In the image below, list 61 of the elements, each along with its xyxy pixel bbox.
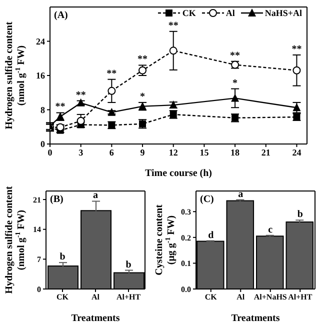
point bbox=[108, 86, 116, 95]
legend-label: Al bbox=[226, 8, 235, 18]
x-tick-label: Al bbox=[236, 292, 246, 302]
y-tick-label: 7 bbox=[37, 255, 41, 264]
y-tick-label: 0 bbox=[40, 139, 46, 150]
x-tick-label: CK bbox=[204, 292, 218, 302]
y-tick-label: 0.1 bbox=[181, 259, 191, 268]
y-tick-label: 14 bbox=[33, 225, 41, 234]
point bbox=[292, 66, 301, 74]
y-tick-label: 0 bbox=[37, 284, 41, 294]
y-tick-label: 0.0 bbox=[181, 284, 191, 294]
annotation: d bbox=[208, 230, 214, 241]
annotation: c bbox=[268, 224, 274, 236]
x-tick-label: Al bbox=[92, 292, 100, 302]
chart-title: (B) bbox=[50, 194, 64, 205]
x-tick-label: 12 bbox=[168, 147, 178, 158]
x-tick-label: 0 bbox=[48, 147, 53, 158]
y-tick-label: 8 bbox=[40, 104, 46, 115]
point bbox=[76, 98, 85, 106]
point bbox=[292, 103, 301, 112]
x-axis-title: Time course (h) bbox=[144, 168, 212, 179]
annotation: ** bbox=[106, 68, 117, 80]
x-tick-label: 6 bbox=[109, 147, 114, 158]
x-tick-label: 3 bbox=[78, 147, 84, 158]
annotation: b bbox=[126, 259, 132, 270]
x-tick-label: 15 bbox=[200, 147, 210, 158]
y-tick-label: 21 bbox=[33, 195, 41, 204]
x-axis-title: Treatments bbox=[231, 313, 280, 324]
legend-label: NaHS+Al bbox=[264, 8, 302, 18]
legend-label: CK bbox=[182, 8, 196, 18]
annotation: * bbox=[140, 91, 146, 102]
x-tick-label: CK bbox=[56, 292, 70, 302]
y-tick-label: 24 bbox=[36, 36, 46, 46]
x-tick-label: Al+HT bbox=[288, 292, 313, 302]
annotation: * bbox=[232, 78, 238, 89]
x-axis-title: Treatments bbox=[71, 313, 120, 324]
annotation: ** bbox=[138, 54, 148, 66]
chart-title: (C) bbox=[200, 194, 214, 205]
point bbox=[108, 108, 116, 116]
y-tick-label: 0.3 bbox=[181, 207, 191, 216]
x-tick-label: Al+HT bbox=[116, 292, 142, 302]
annotation: ** bbox=[55, 102, 66, 113]
x-tick-label: 24 bbox=[292, 147, 302, 158]
annotation: ** bbox=[230, 50, 240, 62]
y-tick-label: 0.2 bbox=[181, 233, 191, 242]
point bbox=[169, 46, 178, 55]
annotation: ** bbox=[292, 44, 302, 55]
annotation: a bbox=[93, 190, 98, 202]
x-tick-label: 9 bbox=[140, 147, 146, 158]
annotation: a bbox=[238, 188, 244, 200]
chart-title: (A) bbox=[54, 10, 68, 21]
point bbox=[76, 116, 85, 125]
point bbox=[231, 94, 240, 102]
annotation: b bbox=[297, 209, 304, 220]
x-tick-label: 21 bbox=[261, 147, 271, 158]
annotation: b bbox=[60, 252, 66, 263]
annotation: ** bbox=[76, 90, 86, 101]
annotation: ** bbox=[168, 20, 178, 32]
x-tick-label: 18 bbox=[230, 147, 240, 158]
y-tick-label: 16 bbox=[36, 70, 46, 81]
x-tick-label: Al+NaHS bbox=[254, 292, 288, 302]
